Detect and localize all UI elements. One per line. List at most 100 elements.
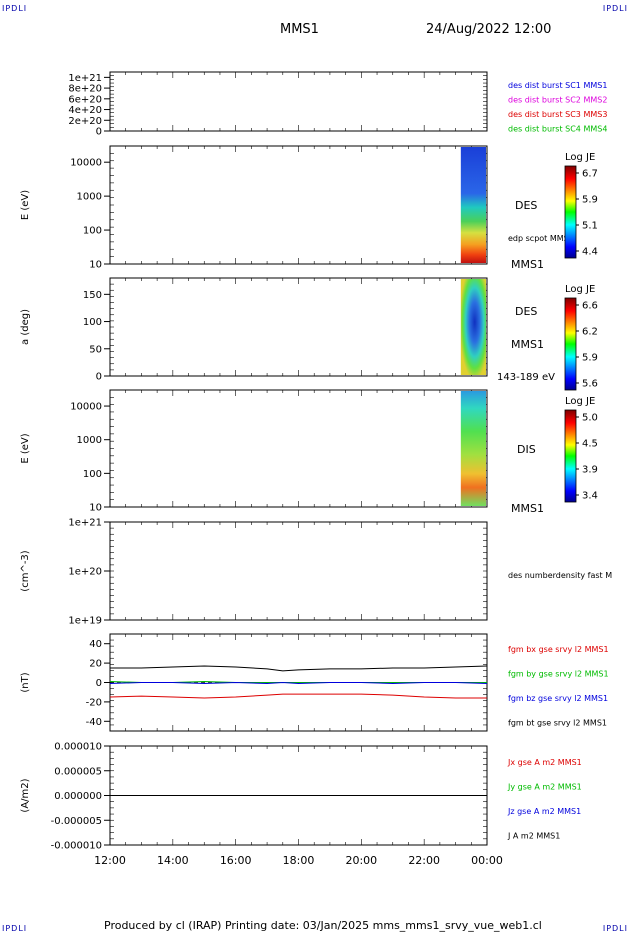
panel-bfield-series-4-line [110,665,488,672]
panel-bfield-series-1-line [109,693,487,699]
panel-des-pitch-colorbar-tick-label: 5.6 [582,379,598,390]
panel-des-energy-ytick-label: 100 [83,226,102,237]
time-axis-label: 16:00 [220,854,252,867]
panel-current-ytick-label: 0.000000 [54,791,102,802]
panel-burst-ytick-label: 0 [96,127,102,138]
panel-des-energy-colorbar-tick-label: 5.9 [582,195,598,206]
panel-des-pitch-ylabel: a (deg) [20,309,31,345]
panel-des-energy-instrument-label: DES [515,199,537,212]
panel-bfield-ytick-label: 20 [89,659,102,670]
panel-burst-legend-3: des dist burst SC3 MMS3 [508,110,607,119]
panel-current-ytick-label: -0.000005 [51,816,102,827]
panel-des-energy-colorbar-tick-label: 5.1 [582,221,598,232]
panel-bfield-ytick-label: 40 [89,639,102,650]
panel-density-ytick-label: 1e+19 [68,616,102,627]
panel-des-energy-ytick-label: 1000 [77,192,102,203]
panel-dis-energy-ytick-label: 10 [89,503,102,514]
panel-bfield-legend-2: fgm by gse srvy l2 MMS1 [508,670,609,679]
panel-current-ytick-label: -0.000010 [51,841,102,852]
panel-burst-ytick-label: 6e+20 [68,94,102,105]
time-axis-label: 22:00 [408,854,440,867]
panel-des-pitch-ytick-label: 150 [83,290,102,301]
panel-current-legend-2: Jy gse A m2 MMS1 [507,783,582,792]
panel-current-legend-4: J A m2 MMS1 [507,832,560,841]
panel-des-pitch-colorbar-tick-label: 6.2 [582,327,598,338]
panel-bfield-legend-1: fgm bx gse srvy l2 MMS1 [508,645,609,654]
panel-current-legend-1: Jx gse A m2 MMS1 [507,758,582,767]
panel-des-energy-spectrogram [460,147,486,263]
panel-dis-energy-colorbar-tick-label: 4.5 [582,439,598,450]
panel-current-ylabel: (A/m2) [20,778,31,812]
footer-credit: Produced by cl (IRAP) Printing date: 03/… [104,919,542,932]
panel-bfield-ytick-label: -40 [86,717,102,728]
panel-density-legend-1: des numberdensity fast M [508,571,612,580]
panel-des-pitch-colorbar-tick-label: 5.9 [582,353,598,364]
panel-des-energy-ytick-label: 10 [89,260,102,271]
panel-des-pitch-ytick-label: 0 [96,372,102,383]
panel-dis-energy-instrument-label: DIS [517,443,536,456]
corner-label-top-right: IPDLI [602,4,628,13]
panel-des-energy-sc-label: MMS1 [511,258,544,271]
time-axis-label: 00:00 [471,854,503,867]
panel-burst-ytick-label: 2e+20 [68,116,102,127]
panel-burst-frame [109,71,488,132]
panel-des-pitch-frame [109,277,488,377]
panel-current-ytick-label: 0.000010 [54,742,102,753]
panel-des-pitch-colorbar-title: Log JE [565,284,595,295]
panel-des-energy-colorbar-tick-label: 6.7 [582,169,598,180]
panel-des-energy-ylabel: E (eV) [20,190,31,220]
spacecraft-title: MMS1 [280,22,319,37]
panel-des-energy-colorbar [564,165,577,259]
panel-dis-energy-ytick-label: 100 [83,469,102,480]
panel-des-energy-frame [109,145,488,265]
panel-dis-energy-ytick-label: 1000 [77,435,102,446]
panel-des-pitch-sc-label: MMS1 [511,338,544,351]
panel-des-energy-colorbar-title: Log JE [565,152,595,163]
panel-current-legend-3: Jz gse A m2 MMS1 [507,807,581,816]
panel-des-pitch-ytick-label: 50 [89,344,102,355]
panel-burst-ytick-label: 8e+20 [68,84,102,95]
corner-label-bottom-left: IPDLI [2,924,28,933]
panel-density-frame [109,521,488,621]
panel-dis-energy-ytick-label: 10000 [70,402,102,413]
panel-density-ytick-label: 1e+20 [68,567,102,578]
panel-des-pitch-colorbar-tick-label: 6.6 [582,301,598,312]
panel-bfield-legend-4: fgm bt gse srvy l2 MMS1 [508,719,607,728]
panel-bfield-ytick-label: 0 [96,678,102,689]
datetime-title: 24/Aug/2022 12:00 [426,22,552,37]
panel-dis-energy-colorbar-tick-label: 5.0 [582,413,598,424]
panel-des-pitch-instrument-label: DES [515,305,537,318]
panel-des-pitch-spectrogram [460,279,486,375]
panel-burst-legend-2: des dist burst SC2 MMS2 [508,96,607,105]
time-axis-label: 20:00 [345,854,377,867]
time-axis-label: 12:00 [94,854,126,867]
panel-burst-legend-4: des dist burst SC4 MMS4 [508,125,607,134]
panel-density-ytick-label: 1e+21 [68,518,102,529]
panel-des-energy-colorbar-tick-label: 4.4 [582,247,598,258]
panel-dis-energy-colorbar [564,409,577,503]
panel-bfield-ylabel: (nT) [20,672,31,692]
panel-des-pitch-colorbar [564,297,577,391]
panel-des-pitch-ytick-label: 100 [83,317,102,328]
panel-dis-energy-frame [109,389,488,508]
panel-current-ytick-label: 0.000005 [54,766,102,777]
panel-density-ylabel: (cm^-3) [20,550,31,591]
panel-dis-energy-sc-label: MMS1 [511,502,544,515]
panel-bfield-legend-3: fgm bz gse srvy l2 MMS1 [508,694,608,703]
time-axis-label: 18:00 [283,854,315,867]
panel-bfield-ytick-label: -20 [86,697,102,708]
panel-dis-energy-spectrogram [460,391,486,506]
panel-des-energy-ytick-label: 10000 [70,158,102,169]
panel-burst-legend-1: des dist burst SC1 MMS1 [508,81,607,90]
panel-des-pitch-energy-range: 143-189 eV [497,372,555,383]
panel-dis-energy-colorbar-title: Log JE [565,396,595,407]
corner-label-bottom-right: IPDLI [602,924,628,933]
panel-burst-ytick-label: 4e+20 [68,105,102,116]
time-axis-label: 14:00 [157,854,189,867]
corner-label-top-left: IPDLI [2,4,28,13]
panel-burst-ytick-label: 1e+21 [68,73,102,84]
panel-des-energy-scpot-label: edp scpot MMS1 [508,234,574,243]
panel-dis-energy-colorbar-tick-label: 3.9 [582,465,598,476]
